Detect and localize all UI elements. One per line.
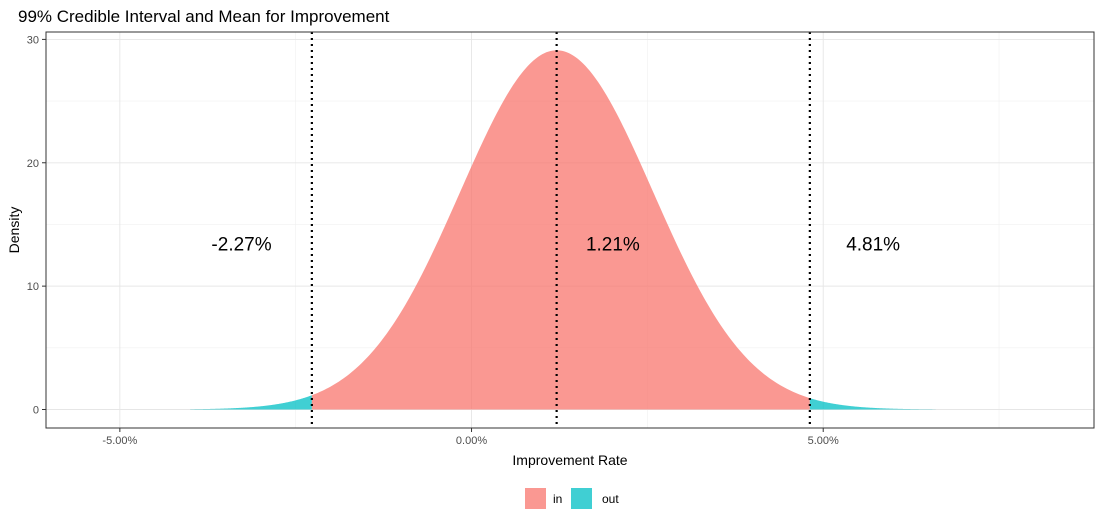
chart-title: 99% Credible Interval and Mean for Impro…: [18, 7, 390, 26]
x-tick-label: -5.00%: [102, 435, 137, 447]
annotation-label: 1.21%: [586, 234, 640, 255]
area-out-right: [810, 398, 936, 409]
y-tick-label: 20: [27, 158, 39, 170]
annotation-label: 4.81%: [846, 234, 900, 255]
x-axis-title: Improvement Rate: [512, 452, 627, 468]
legend[interactable]: in out: [525, 488, 619, 509]
y-axis-title: Density: [6, 207, 22, 254]
legend-key-in[interactable]: [525, 488, 546, 509]
annotation-label: -2.27%: [211, 234, 271, 255]
x-tick-label: 0.00%: [456, 435, 487, 447]
y-axis-ticks: 0 10 20 30: [27, 34, 46, 416]
y-tick-label: 10: [27, 281, 39, 293]
area-out-left: [190, 395, 312, 409]
legend-label-in[interactable]: in: [553, 492, 562, 506]
y-tick-label: 0: [33, 404, 39, 416]
area-in: [312, 50, 810, 409]
x-axis-ticks: -5.00% 0.00% 5.00%: [102, 428, 839, 447]
legend-key-out[interactable]: [571, 488, 592, 509]
density-areas: [190, 50, 936, 409]
y-tick-label: 30: [27, 34, 39, 46]
legend-label-out[interactable]: out: [602, 492, 619, 506]
x-tick-label: 5.00%: [808, 435, 839, 447]
